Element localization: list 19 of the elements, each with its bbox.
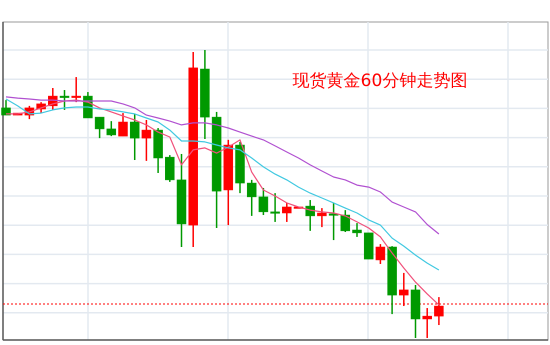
candlestick bbox=[118, 112, 128, 137]
candlestick bbox=[1, 99, 11, 116]
candlestick bbox=[94, 116, 104, 139]
candlestick bbox=[142, 119, 152, 162]
candlestick bbox=[376, 243, 386, 265]
candlestick bbox=[165, 154, 175, 183]
candlestick bbox=[422, 307, 432, 339]
candlestick bbox=[71, 76, 81, 103]
candlestick bbox=[258, 187, 268, 216]
text: 现货黄金60分钟走势图 bbox=[292, 71, 468, 91]
candlestick bbox=[60, 89, 70, 111]
candlestick bbox=[246, 179, 256, 217]
candlestick bbox=[106, 120, 116, 137]
candlestick bbox=[270, 192, 280, 223]
candlestick bbox=[317, 207, 327, 228]
candlestick bbox=[282, 202, 292, 223]
candlestick bbox=[340, 209, 350, 233]
candlestick bbox=[352, 222, 362, 238]
candlestick bbox=[130, 113, 140, 161]
